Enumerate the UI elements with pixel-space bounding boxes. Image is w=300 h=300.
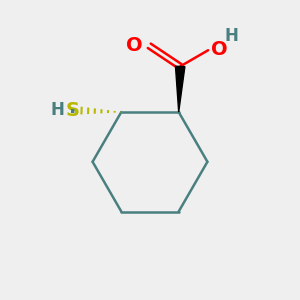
- Text: H: H: [50, 101, 64, 119]
- Polygon shape: [176, 66, 185, 112]
- Text: H: H: [225, 27, 239, 45]
- Text: S: S: [65, 101, 79, 120]
- Text: O: O: [211, 40, 227, 59]
- Text: O: O: [126, 36, 143, 55]
- Text: ·: ·: [69, 103, 76, 122]
